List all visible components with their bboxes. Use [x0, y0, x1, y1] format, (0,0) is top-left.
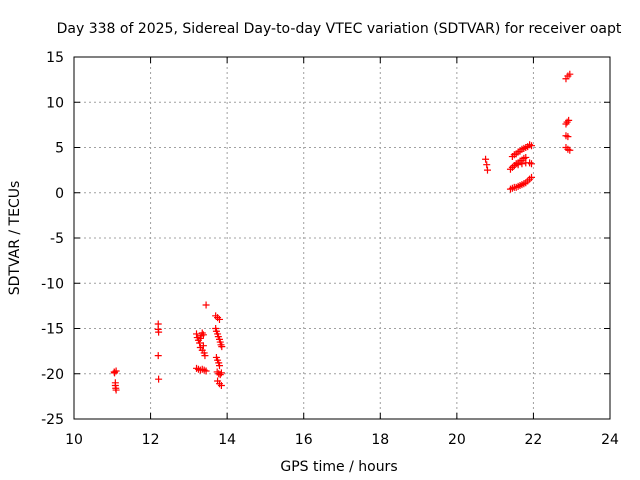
data-point: [201, 352, 209, 360]
data-point: [215, 315, 223, 323]
x-tick-label: 22: [525, 432, 543, 448]
data-point: [514, 161, 522, 169]
data-point: [199, 331, 207, 339]
tick-labels: 10 12 14 16 18 20 22 24 15 10 5 0 -5 -10 -15 -20 -25: [41, 50, 619, 448]
y-tick-label: 5: [55, 141, 64, 157]
data-point: [215, 362, 223, 370]
x-axis-label: GPS time / hours: [280, 459, 397, 475]
x-tick-label: 24: [601, 432, 619, 448]
data-point: [217, 369, 225, 377]
chart-title: Day 338 of 2025, Sidereal Day-to-day VTE…: [57, 21, 622, 37]
data-point: [202, 301, 210, 309]
y-tick-label: 10: [46, 95, 64, 111]
x-tick-label: 12: [142, 432, 160, 448]
data-point: [202, 367, 210, 375]
data-point: [528, 173, 536, 181]
data-point: [510, 162, 518, 170]
data-point: [518, 160, 526, 168]
data-point: [112, 367, 120, 375]
data-point: [155, 328, 163, 336]
data-points: [110, 70, 574, 394]
data-point: [154, 352, 162, 360]
data-point: [528, 142, 536, 150]
y-tick-label: -5: [50, 231, 64, 247]
x-tick-label: 10: [65, 432, 83, 448]
y-tick-label: 15: [46, 50, 64, 66]
data-point: [193, 330, 201, 338]
data-point: [111, 369, 119, 377]
x-tick-label: 14: [218, 432, 236, 448]
y-tick-label: -10: [41, 276, 64, 292]
y-tick-label: 0: [55, 186, 64, 202]
y-axis-label: SDTVAR / TECUs: [7, 181, 23, 296]
data-point: [566, 146, 574, 154]
x-tick-label: 16: [295, 432, 313, 448]
x-tick-label: 20: [448, 432, 466, 448]
data-point: [565, 116, 573, 124]
grid-lines: [74, 57, 610, 419]
data-point: [483, 161, 491, 169]
data-point: [483, 166, 491, 174]
data-point: [528, 160, 536, 168]
y-tick-label: -20: [41, 367, 64, 383]
data-point: [112, 386, 120, 394]
data-point: [563, 118, 571, 126]
data-point: [566, 70, 574, 78]
data-point: [217, 382, 225, 390]
plot-frame: [73, 56, 611, 420]
y-tick-label: -15: [41, 322, 64, 338]
y-tick-label: -25: [41, 412, 64, 428]
data-point: [482, 155, 490, 163]
data-point: [155, 375, 163, 383]
data-point: [218, 343, 226, 351]
data-point: [199, 342, 207, 350]
x-tick-label: 18: [371, 432, 389, 448]
data-point: [564, 133, 572, 141]
data-point: [196, 339, 204, 347]
